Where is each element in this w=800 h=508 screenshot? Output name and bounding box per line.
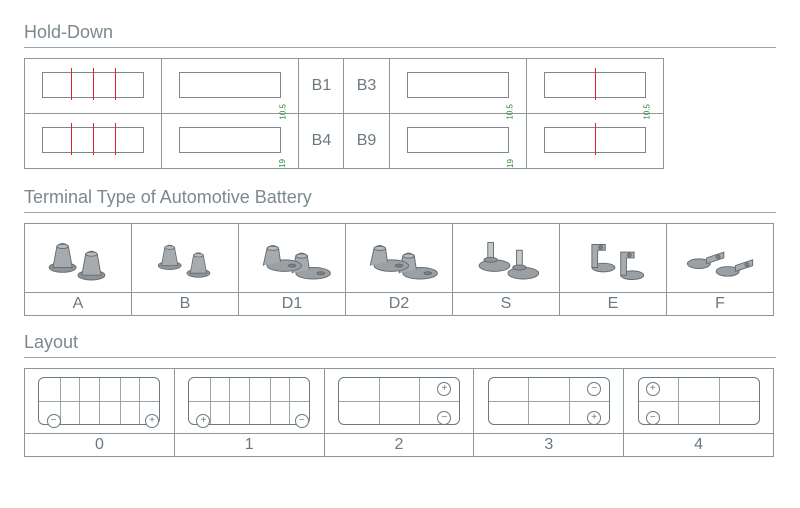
terminal-code: A bbox=[25, 293, 132, 316]
holddown-cell bbox=[25, 114, 162, 169]
layout-cell bbox=[174, 369, 324, 434]
holddown-profile-icon: 19 bbox=[403, 121, 513, 157]
terminals-title: Terminal Type of Automotive Battery bbox=[24, 187, 776, 208]
plus-terminal-icon bbox=[587, 411, 601, 425]
holddown-cell bbox=[25, 59, 162, 114]
holddown-profile-icon: 10.5 bbox=[175, 66, 285, 102]
layout-code: 2 bbox=[324, 434, 474, 457]
holddown-row: 19 B4B9 19 bbox=[25, 114, 664, 169]
terminal-code: S bbox=[453, 293, 560, 316]
holddown-cell bbox=[526, 114, 663, 169]
plus-terminal-icon bbox=[437, 382, 451, 396]
dimension-label: 19 bbox=[506, 159, 515, 168]
minus-terminal-icon bbox=[295, 414, 309, 428]
holddown-cell: 19 bbox=[162, 114, 299, 169]
layout-cell bbox=[624, 369, 774, 434]
holddown-code: B1 bbox=[299, 59, 344, 114]
minus-terminal-icon bbox=[47, 414, 61, 428]
dimension-label: 10.5 bbox=[506, 104, 515, 120]
terminal-cell bbox=[25, 224, 132, 293]
terminal-code: B bbox=[132, 293, 239, 316]
terminal-cell bbox=[453, 224, 560, 293]
layout-cell bbox=[474, 369, 624, 434]
terminal-cell bbox=[667, 224, 774, 293]
holddown-title: Hold-Down bbox=[24, 22, 776, 43]
layout-table: 01234 bbox=[24, 368, 774, 457]
holddown-rule bbox=[24, 47, 776, 48]
plus-terminal-icon bbox=[646, 382, 660, 396]
layout-code: 1 bbox=[174, 434, 324, 457]
layout-cell bbox=[25, 369, 175, 434]
terminal-code: D1 bbox=[239, 293, 346, 316]
plus-terminal-icon bbox=[196, 414, 210, 428]
dimension-label: 10.5 bbox=[278, 104, 287, 120]
terminal-cell bbox=[560, 224, 667, 293]
layout-diagram-icon bbox=[188, 377, 310, 425]
holddown-profile-icon bbox=[38, 121, 148, 157]
holddown-cell: 19 bbox=[389, 114, 526, 169]
plus-terminal-icon bbox=[145, 414, 159, 428]
stud-pair-icon bbox=[458, 228, 554, 284]
holddown-code: B4 bbox=[299, 114, 344, 169]
terminal-code: D2 bbox=[346, 293, 453, 316]
holddown-profile-icon: 19 bbox=[175, 121, 285, 157]
cone-pair-icon bbox=[30, 228, 126, 284]
holddown-profile-icon: 10.5 bbox=[403, 66, 513, 102]
lug-pair-icon bbox=[351, 228, 447, 284]
holddown-table: 10.5B1B310.510.519B4B919 bbox=[24, 58, 664, 169]
layout-diagram-icon bbox=[638, 377, 760, 425]
flat-pair-icon bbox=[672, 228, 768, 284]
holddown-code: B3 bbox=[344, 59, 389, 114]
minus-terminal-icon bbox=[437, 411, 451, 425]
holddown-profile-icon bbox=[38, 66, 148, 102]
terminal-cell bbox=[346, 224, 453, 293]
holddown-code: B9 bbox=[344, 114, 389, 169]
lug-pair-icon bbox=[244, 228, 340, 284]
terminals-table: ABD1D2SEF bbox=[24, 223, 774, 316]
dimension-label: 10.5 bbox=[643, 104, 652, 120]
layout-title: Layout bbox=[24, 332, 776, 353]
layout-diagram-icon bbox=[38, 377, 160, 425]
terminal-cell bbox=[239, 224, 346, 293]
holddown-profile-icon bbox=[540, 121, 650, 157]
layout-cell bbox=[324, 369, 474, 434]
layout-code: 3 bbox=[474, 434, 624, 457]
layout-code: 4 bbox=[624, 434, 774, 457]
holddown-profile-icon: 10.5 bbox=[540, 66, 650, 102]
layout-code: 0 bbox=[25, 434, 175, 457]
holddown-cell: 10.5 bbox=[389, 59, 526, 114]
holddown-row: 10.5 B1B3 10.5 10.5 bbox=[25, 59, 664, 114]
layout-diagram-icon bbox=[338, 377, 460, 425]
terminals-rule bbox=[24, 212, 776, 213]
layout-diagram-icon bbox=[488, 377, 610, 425]
terminal-code: F bbox=[667, 293, 774, 316]
bracket-pair-icon bbox=[565, 228, 661, 284]
terminal-cell bbox=[132, 224, 239, 293]
terminal-code: E bbox=[560, 293, 667, 316]
cone-pair-icon bbox=[137, 228, 233, 284]
minus-terminal-icon bbox=[587, 382, 601, 396]
holddown-cell: 10.5 bbox=[162, 59, 299, 114]
dimension-label: 19 bbox=[278, 159, 287, 168]
minus-terminal-icon bbox=[646, 411, 660, 425]
layout-rule bbox=[24, 357, 776, 358]
holddown-cell: 10.5 bbox=[526, 59, 663, 114]
